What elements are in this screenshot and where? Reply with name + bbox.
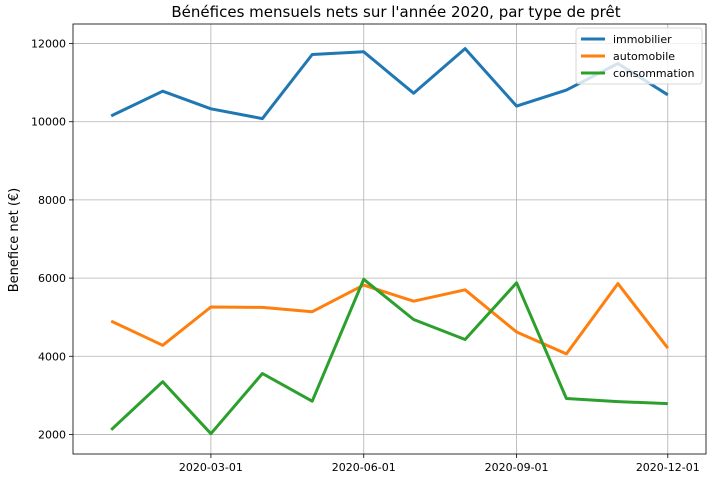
x-tick-label: 2020-03-01 <box>179 461 243 474</box>
y-tick-label: 8000 <box>38 194 66 207</box>
y-tick-label: 2000 <box>38 428 66 441</box>
x-tick-label: 2020-12-01 <box>636 461 700 474</box>
x-tick-label: 2020-09-01 <box>485 461 549 474</box>
series-lines <box>110 47 669 436</box>
plot-area-frame <box>72 23 707 455</box>
y-tick-label: 4000 <box>38 350 66 363</box>
x-tick-label: 2020-06-01 <box>332 461 396 474</box>
y-tick-label: 6000 <box>38 272 66 285</box>
legend-label: automobile <box>613 50 675 63</box>
y-axis-label: Benefice net (€) <box>7 188 22 293</box>
y-tick-label: 12000 <box>31 38 66 51</box>
legend-label: immobilier <box>613 33 672 46</box>
legend-box <box>575 27 703 85</box>
axis-ticks: 2000 4000 6000 8000 10000 12000 2020-03-01 2020… <box>31 38 700 474</box>
grid <box>73 24 706 454</box>
chart-title: Bénéfices mensuels nets sur l'année 2020… <box>171 3 620 21</box>
legend: immobilier automobile consommation <box>575 27 703 85</box>
series-line-automobile <box>110 282 669 356</box>
series-line-immobilier <box>110 47 669 121</box>
legend-label: consommation <box>613 67 694 80</box>
y-tick-label: 10000 <box>31 116 66 129</box>
series-line-consommation <box>110 277 668 436</box>
